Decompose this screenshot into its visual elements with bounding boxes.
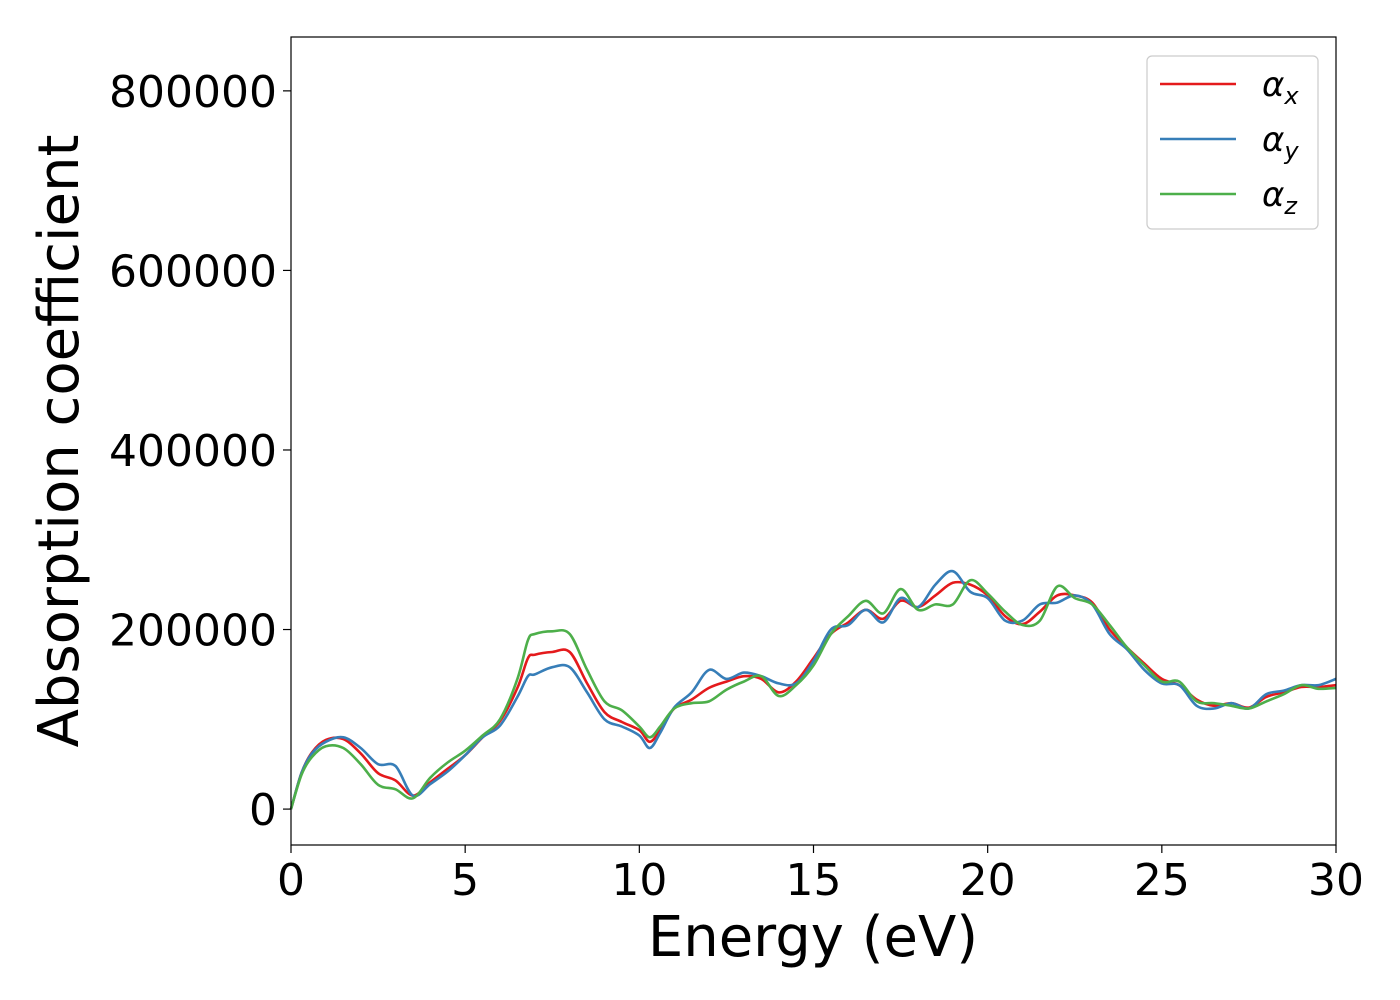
x-tick-label: 20 [960,855,1016,906]
x-tick-label: 25 [1134,855,1190,906]
x-axis-ticks: 0 5 10 15 20 25 30 [277,845,1364,906]
series-line-z [289,578,1337,810]
x-axis-label: Energy (eV) [648,905,978,970]
y-tick-label: 400000 [109,426,277,477]
legend-label-y: αy [1262,120,1299,165]
series-line-y [289,569,1337,810]
y-axis-label: Absorption coefficient [27,135,92,748]
plot-lines [289,569,1337,810]
legend: αx αy αz [1146,55,1319,230]
y-tick-label: 800000 [109,67,277,118]
x-tick-label: 15 [786,855,842,906]
y-tick-label: 0 [249,785,277,836]
x-tick-label: 10 [611,855,667,906]
y-tick-label: 600000 [109,246,277,297]
legend-label-x: αx [1262,65,1299,110]
y-tick-label: 200000 [109,606,277,657]
legend-label-z: αz [1262,175,1298,220]
series-line-x [289,580,1337,810]
x-tick-label: 0 [277,855,305,906]
x-tick-label: 30 [1308,855,1364,906]
x-tick-label: 5 [451,855,479,906]
y-axis-ticks: 0 200000 400000 600000 800000 [109,67,291,836]
legend-box [1146,55,1319,230]
